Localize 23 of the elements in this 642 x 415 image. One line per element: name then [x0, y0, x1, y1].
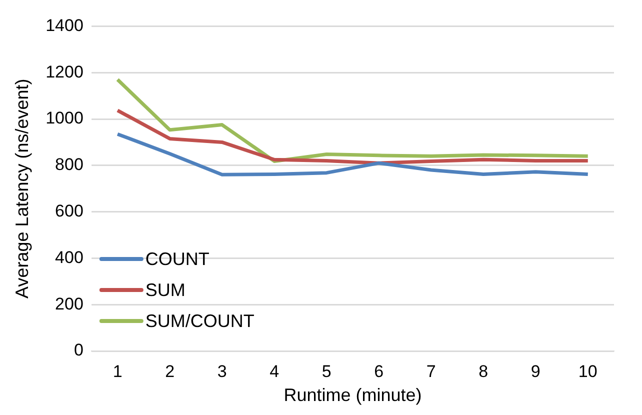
legend-label: SUM — [145, 280, 186, 300]
x-tick-label: 3 — [217, 362, 227, 381]
y-tick-label: 1000 — [46, 108, 84, 128]
x-tick-label: 10 — [578, 362, 598, 381]
legend-label: COUNT — [145, 248, 210, 269]
y-tick-label: 400 — [55, 248, 84, 267]
x-axis-title: Runtime (minute) — [284, 385, 422, 406]
y-tick-label: 1400 — [46, 16, 84, 35]
y-tick-label: 0 — [74, 340, 84, 360]
y-tick-label: 600 — [55, 201, 84, 220]
x-tick-label: 8 — [478, 362, 488, 381]
y-tick-label: 800 — [55, 155, 84, 174]
x-tick-label: 4 — [270, 362, 280, 381]
x-tick-label: 9 — [530, 362, 540, 381]
y-axis-title: Average Latency (ns/event) — [12, 78, 32, 298]
y-tick-label: 1200 — [46, 62, 84, 82]
y-tick-label: 200 — [55, 294, 84, 314]
x-tick-label: 5 — [322, 362, 332, 381]
x-tick-label: 2 — [165, 362, 175, 381]
x-tick-label: 6 — [374, 362, 384, 381]
legend-label: SUM/COUNT — [145, 310, 254, 331]
x-tick-label: 1 — [112, 362, 122, 381]
x-tick-label: 7 — [426, 362, 436, 381]
